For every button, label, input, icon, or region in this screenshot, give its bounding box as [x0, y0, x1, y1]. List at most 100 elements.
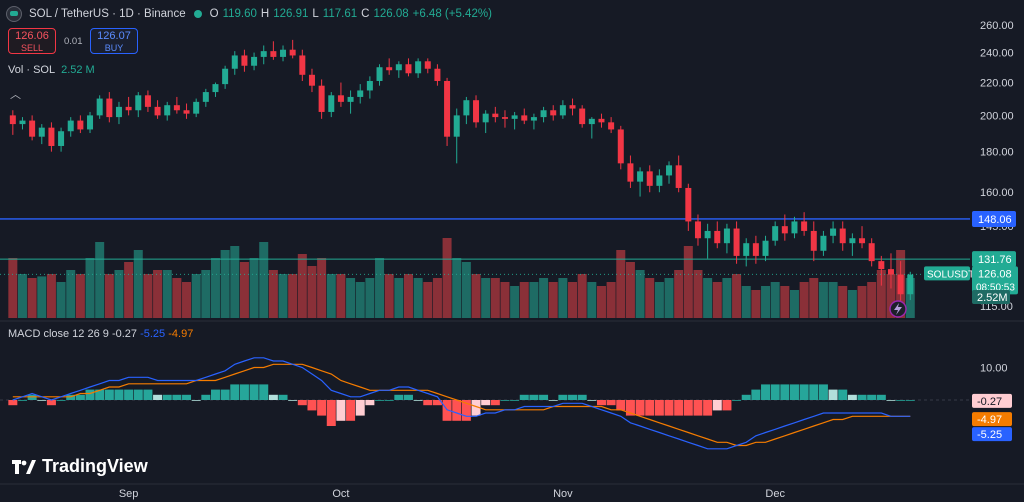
candle-body [241, 55, 248, 66]
volume-bar [751, 290, 761, 318]
price-tick-label: 240.00 [980, 48, 1014, 60]
volume-bar [75, 274, 85, 318]
candle-body [588, 118, 595, 125]
candle-body [675, 165, 682, 188]
volume-bar [307, 266, 317, 318]
macd-histogram-bar [153, 394, 163, 400]
volume-bar [56, 282, 66, 318]
macd-histogram-bar [143, 389, 153, 400]
volume-bar [577, 274, 587, 318]
macd-histogram-bar [683, 400, 693, 416]
price-axis[interactable]: 260.00240.00220.00200.00180.00160.00145.… [889, 20, 1018, 442]
volume-tag-box [972, 290, 1010, 304]
candle-body [501, 117, 508, 119]
macd-line [12, 357, 911, 450]
macd-histogram-bar [95, 389, 105, 400]
volume-bar [799, 282, 809, 318]
macd-histogram-bar [490, 400, 500, 406]
volume-bar [95, 242, 105, 318]
macd-pane[interactable] [0, 357, 970, 450]
candle-body [58, 131, 65, 146]
buy-label: BUY [104, 43, 124, 53]
volume-legend-label: Vol · SOL [8, 64, 56, 76]
macd-histogram-bar [847, 394, 857, 400]
candle-body [29, 120, 36, 137]
volume-bar [394, 278, 404, 318]
candle-body [723, 228, 730, 244]
candle-body [48, 127, 55, 146]
macd-histogram-bar [510, 400, 520, 401]
candle-body [820, 235, 827, 251]
volume-bar [355, 282, 365, 318]
candle-body [154, 106, 161, 116]
macd-histogram-bar [162, 394, 172, 400]
macd-histogram-bar [722, 400, 732, 411]
macd-histogram-bar [288, 400, 298, 401]
candle-body [473, 100, 480, 123]
volume-bar [8, 258, 18, 318]
macd-histogram-bar [674, 400, 684, 416]
candle-body [67, 120, 74, 132]
macd-histogram-bar [587, 400, 597, 401]
candle-body [463, 100, 470, 116]
candle-body [9, 115, 16, 125]
macd-histogram-bar [220, 389, 230, 400]
volume-bar [239, 262, 249, 318]
time-tick-label: Oct [332, 488, 349, 500]
price-tick-label: 220.00 [980, 78, 1014, 90]
volume-bar [317, 258, 327, 318]
macd-histogram-bar [56, 400, 66, 401]
volume-bar [288, 274, 298, 318]
macd-histogram-bar [481, 400, 491, 406]
collapse-legend-icon[interactable]: ︿ [10, 89, 21, 101]
volume-bar [519, 282, 529, 318]
macd-histogram-bar [355, 400, 365, 416]
candle-body [617, 129, 624, 164]
candle-body [666, 165, 673, 176]
macd-legend[interactable]: MACD close 12 26 9 -0.27 -5.25 -4.97 [8, 328, 193, 340]
candles[interactable] [9, 39, 914, 306]
grid-lines [0, 320, 1024, 485]
lightning-icon-glyph [894, 303, 902, 315]
volume-legend[interactable]: Vol · SOL 2.52 M [8, 64, 95, 76]
candle-body [222, 68, 229, 85]
volume-bar [490, 278, 500, 318]
volume-bar [722, 278, 732, 318]
level-tag-green: 131.76 [978, 254, 1012, 266]
macd-histogram-bar [201, 394, 211, 400]
candle-body [173, 105, 180, 111]
sell-button[interactable]: 126.06 SELL [8, 28, 56, 54]
candle-body [115, 106, 122, 118]
buy-button[interactable]: 126.07 BUY [90, 28, 138, 54]
candle-body [569, 105, 576, 109]
macd-histogram-bar [317, 400, 327, 416]
volume-bar [606, 282, 616, 318]
macd-histogram-bar [365, 400, 375, 406]
tradingview-logo[interactable]: TradingView [12, 456, 148, 477]
volume-bar [259, 242, 269, 318]
price-tick-label: 200.00 [980, 110, 1014, 122]
volume-bar [664, 278, 674, 318]
macd-histogram-bar [712, 400, 722, 411]
volume-bar [249, 258, 259, 318]
volume-bar [37, 276, 47, 318]
horizontal-levels[interactable] [0, 218, 970, 275]
volume-bar [693, 270, 703, 318]
candle-body [579, 108, 586, 125]
time-axis[interactable]: Sep Oct Nov Dec [119, 488, 786, 500]
volume-bar [761, 286, 771, 318]
candle-body [260, 51, 267, 57]
macd-histogram-bar [828, 389, 838, 400]
close-value: 126.08 [373, 8, 409, 20]
macd-histogram-bar [886, 400, 896, 401]
candle-body [627, 163, 634, 182]
macd-line-tag: -5.25 [977, 429, 1002, 441]
candle-body [231, 55, 238, 69]
macd-histogram-bar [17, 400, 27, 401]
macd-histogram-bar [761, 384, 771, 400]
volume-bar [413, 278, 423, 318]
candle-body [762, 240, 769, 256]
symbol-title[interactable]: SOL / TetherUS · 1D · Binance [29, 8, 186, 20]
